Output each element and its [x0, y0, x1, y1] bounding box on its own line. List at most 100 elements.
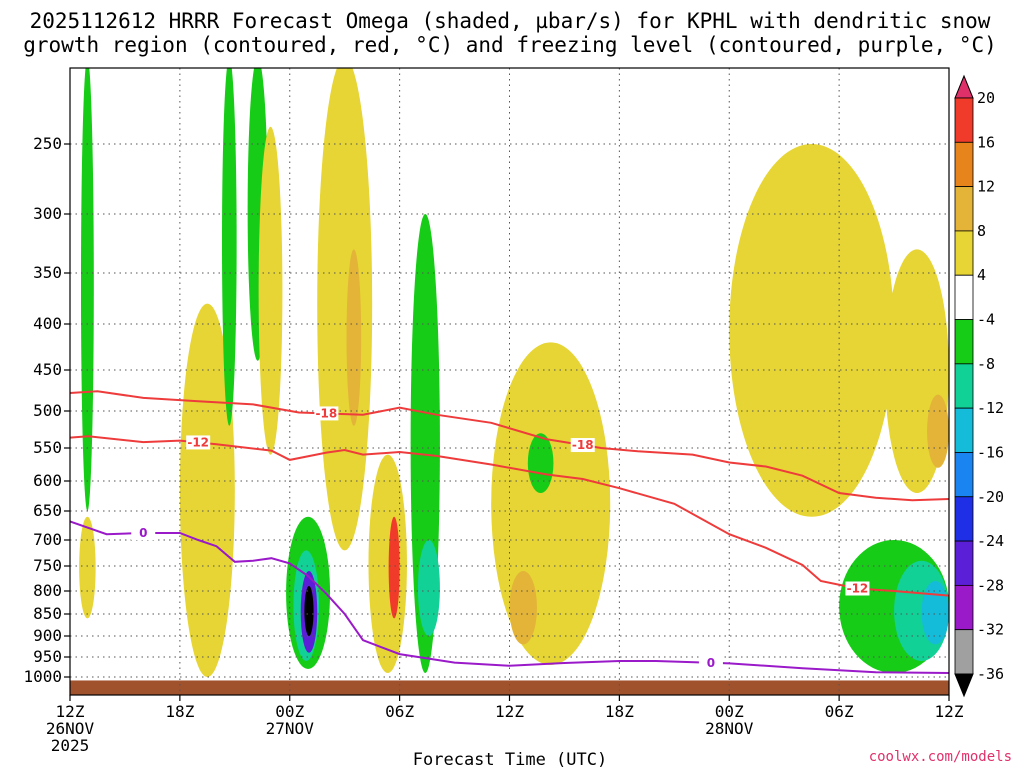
omega-region	[368, 454, 407, 673]
dgz-minus12-contour-label-bg	[186, 435, 211, 450]
y-tick-label: 900	[33, 626, 62, 645]
freezing-level-contour-label: 0	[707, 656, 715, 670]
x-tick-label: 12Z	[495, 702, 524, 721]
x-axis-title: Forecast Time (UTC)	[413, 750, 607, 768]
x-tick-label: 18Z	[165, 702, 194, 721]
omega-region	[921, 581, 949, 645]
omega-region	[79, 516, 96, 619]
legend-swatch	[954, 407, 974, 453]
omega-region	[317, 68, 373, 551]
legend-swatch	[954, 496, 974, 542]
y-tick-label: 950	[33, 647, 62, 666]
omega-region	[509, 571, 537, 645]
omega-region	[527, 433, 554, 493]
dgz-minus18-contour-label: -18	[316, 406, 338, 420]
contours: -18 -18 -12 -12 0 0	[70, 390, 949, 674]
y-tick-label: 400	[33, 314, 62, 333]
omega-region	[221, 68, 237, 426]
x-tick-label: 2025	[51, 736, 90, 755]
dgz-minus18-contour-label-bg	[570, 438, 595, 453]
legend-swatch	[954, 363, 974, 409]
legend-swatch	[954, 141, 974, 188]
x-tick-label: 18Z	[605, 702, 634, 721]
x-tick-label: 27NOV	[266, 719, 315, 738]
x-tick-label: 12Z	[935, 702, 964, 721]
legend-label: -36	[977, 665, 1004, 683]
dgz-minus12-contour-line	[70, 435, 949, 597]
x-tick-label: 06Z	[385, 702, 414, 721]
legend-label: 16	[977, 133, 995, 151]
legend-swatch	[954, 186, 974, 232]
dgz-minus18-contour-line	[70, 390, 949, 502]
freezing-level-contour-label-bg	[698, 655, 723, 670]
x-tick-label: 12Z	[56, 702, 85, 721]
omega-region	[729, 144, 895, 517]
legend-label: 20	[977, 89, 995, 107]
y-tick-label: 450	[33, 360, 62, 379]
credit-text: coolwx.com/models	[869, 749, 1012, 765]
color-legend: 20 16 12 8 4 -4 -8 -12 -16 -20 -24 -28 -32 -36	[954, 74, 1004, 698]
freezing-level-contour-label-bg	[131, 526, 156, 541]
x-tick-label: 28NOV	[705, 719, 754, 738]
legend-label: -12	[977, 399, 1004, 417]
legend-label: -8	[977, 355, 995, 373]
y-tick-label: 300	[33, 204, 62, 223]
y-tick-label: 350	[33, 263, 62, 282]
x-tick-label: 26NOV	[46, 719, 95, 738]
y-tick-label: 800	[33, 581, 62, 600]
gridlines	[69, 68, 950, 695]
legend-label: 8	[977, 222, 986, 240]
legend-swatch	[954, 540, 974, 586]
legend-swatch	[954, 319, 974, 365]
omega-region	[258, 126, 283, 455]
title-line-1: 2025112612 HRRR Forecast Omega (shaded, …	[30, 9, 991, 33]
ground-surface	[70, 680, 949, 695]
freezing-level-contour-label: 0	[139, 526, 147, 540]
legend-swatch	[954, 584, 974, 631]
omega-region	[304, 586, 314, 636]
y-tick-label: 700	[33, 530, 62, 549]
dgz-minus12-contour-label: -12	[187, 435, 209, 449]
legend-label: -16	[977, 444, 1004, 462]
dgz-minus12-contour-label: -12	[847, 582, 869, 596]
y-tick-label: 500	[33, 401, 62, 420]
legend-label: -4	[977, 311, 995, 329]
y-tick-label: 1000	[23, 667, 62, 686]
legend-swatch	[954, 452, 974, 498]
dgz-minus12-contour-label-bg	[845, 581, 870, 596]
y-tick-label: 750	[33, 556, 62, 575]
legend-label: -20	[977, 488, 1004, 506]
legend-swatch	[954, 673, 974, 698]
omega-shading	[79, 68, 949, 677]
x-tick-label: 00Z	[275, 702, 304, 721]
y-tick-label: 650	[33, 501, 62, 520]
omega-region	[388, 516, 400, 619]
omega-region	[927, 394, 949, 468]
dgz-minus18-contour-label: -18	[572, 438, 594, 452]
legend-swatch	[954, 74, 974, 99]
y-tick-label: 250	[33, 134, 62, 153]
omega-region	[346, 249, 362, 426]
y-tick-label: 850	[33, 604, 62, 623]
legend-swatch	[954, 230, 974, 276]
legend-swatch	[954, 629, 974, 675]
legend-label: 4	[977, 266, 986, 284]
legend-swatch	[954, 274, 974, 320]
omega-region	[80, 68, 94, 511]
legend-swatch	[954, 97, 974, 143]
x-tick-label: 00Z	[715, 702, 744, 721]
dgz-minus18-contour-label-bg	[314, 406, 339, 421]
legend-label: -28	[977, 576, 1004, 594]
legend-label: 12	[977, 178, 995, 196]
y-tick-label: 550	[33, 438, 62, 457]
legend-label: -24	[977, 532, 1004, 550]
x-tick-label: 06Z	[825, 702, 854, 721]
freezing-level-contour-line	[70, 520, 949, 674]
y-tick-label: 600	[33, 471, 62, 490]
omega-region	[417, 540, 440, 636]
legend-label: -32	[977, 621, 1004, 639]
omega-region	[179, 303, 235, 677]
pressure-axis: 250 300 350 400 450 500 550 600 650 700 750 800 850 9…	[23, 134, 70, 686]
